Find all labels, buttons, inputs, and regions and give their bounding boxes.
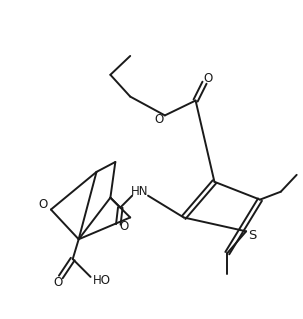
- Text: O: O: [120, 220, 129, 233]
- Text: HO: HO: [92, 274, 111, 287]
- Text: HN: HN: [132, 185, 149, 198]
- Text: O: O: [154, 113, 164, 126]
- Text: O: O: [38, 198, 48, 211]
- Text: O: O: [204, 72, 213, 85]
- Text: S: S: [248, 229, 256, 242]
- Text: O: O: [53, 276, 62, 289]
